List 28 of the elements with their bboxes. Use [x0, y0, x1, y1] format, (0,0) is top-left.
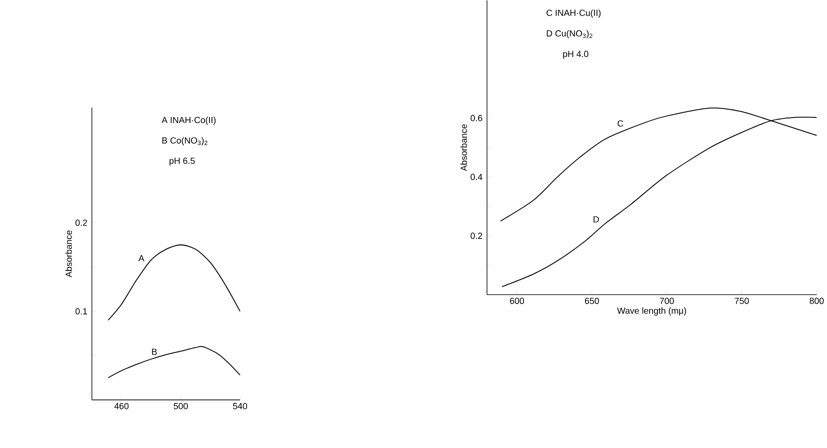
- annotation: C INAH·Cu(II): [546, 10, 601, 18]
- y-axis-title: Absorbance: [460, 124, 467, 172]
- series-label: C: [618, 120, 624, 127]
- y-tick-label: 0.6: [470, 115, 482, 122]
- annotation: pH 4.0: [563, 50, 588, 59]
- series-label: D: [594, 216, 599, 223]
- y-tick-label: 0.4: [470, 174, 482, 180]
- x-tick-label: 800: [810, 298, 824, 304]
- x-tick-label: 700: [660, 298, 674, 304]
- y-tick-label: 0.2: [75, 220, 87, 226]
- line-series: [108, 346, 241, 378]
- series-label: A: [138, 255, 144, 262]
- annotation: D Cu(NO$_{3}$)$_{2}$: [546, 30, 592, 38]
- y-axis-title: Absorbance: [65, 230, 72, 278]
- annotation: A INAH·Co(II): [162, 116, 216, 126]
- y-tick-label: 0.1: [75, 308, 88, 315]
- x-axis-title: Wave length (mμ): [617, 307, 686, 316]
- annotation: pH 6.5: [170, 158, 195, 166]
- x-tick-label: 500: [174, 403, 188, 410]
- y-tick-label: 0.2: [470, 232, 482, 240]
- series-label: B: [152, 348, 157, 355]
- annotation: B Co(NO$_{3}$)$_{2}$: [162, 137, 208, 146]
- x-tick-label: 650: [584, 298, 599, 304]
- x-tick-label: 750: [734, 298, 749, 304]
- x-tick-label: 460: [114, 403, 129, 410]
- x-tick-label: 600: [510, 298, 524, 304]
- x-tick-label: 540: [233, 403, 248, 410]
- line-series: [108, 244, 241, 321]
